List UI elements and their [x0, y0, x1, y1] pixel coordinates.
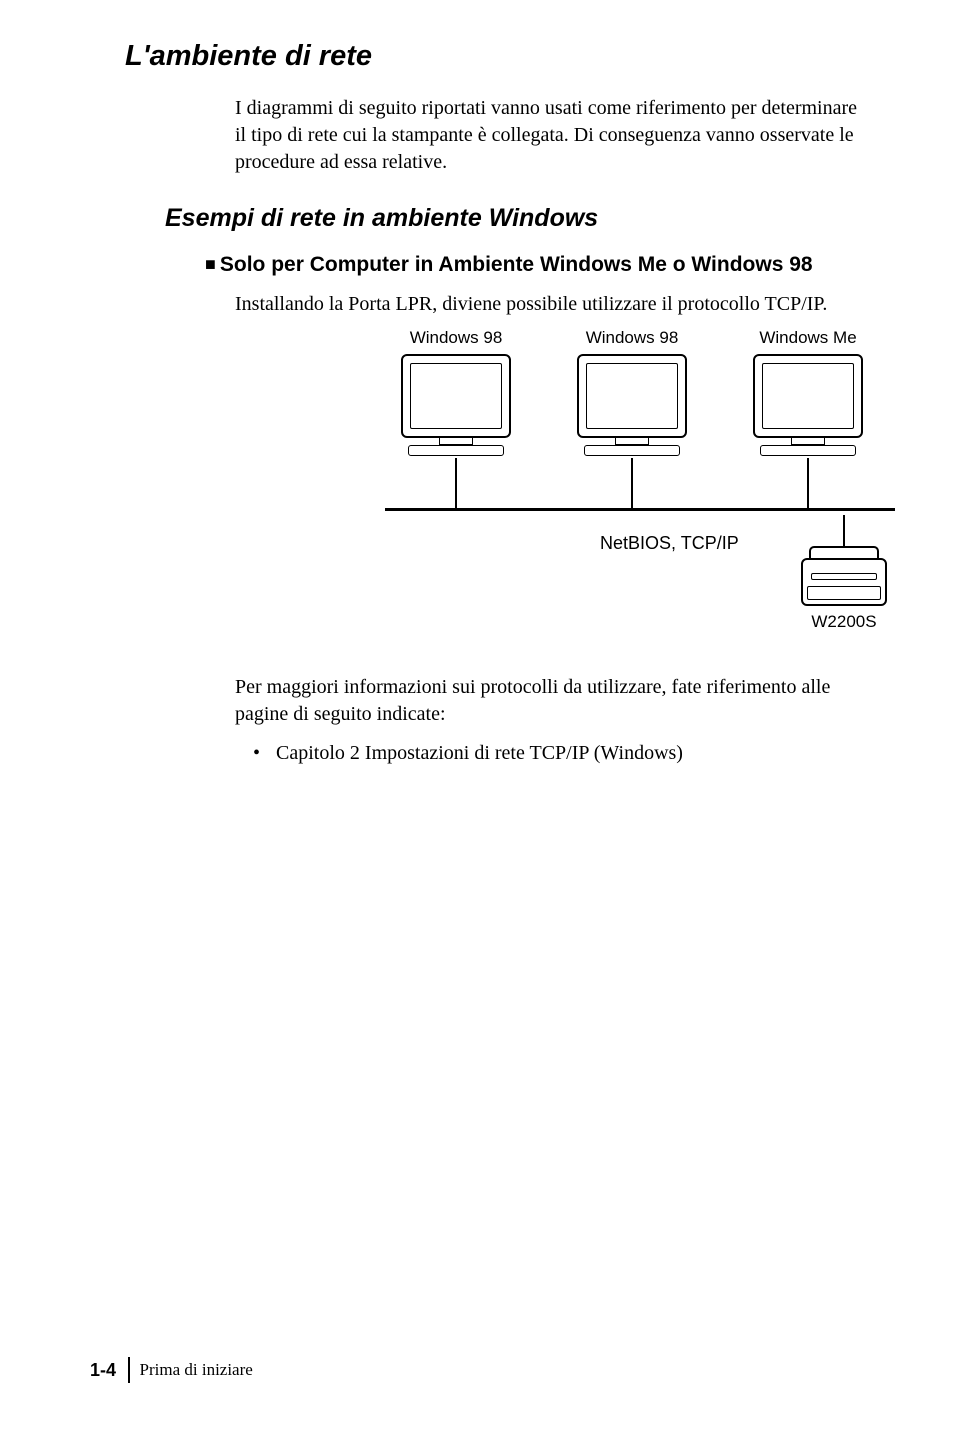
- monitor-stand-base: [584, 445, 680, 456]
- monitor-stand-base: [760, 445, 856, 456]
- pc-unit: Windows Me: [747, 328, 869, 510]
- monitor-stand-neck: [791, 438, 825, 445]
- reference-item: Capitolo 2 Impostazioni di rete TCP/IP (…: [253, 738, 865, 768]
- pc-row: Windows 98 Windows 98 Windows Me: [395, 328, 895, 510]
- pc-label: Windows 98: [410, 328, 503, 348]
- monitor-stand-neck: [439, 438, 473, 445]
- network-protocol-label: NetBIOS, TCP/IP: [600, 533, 739, 554]
- after-diagram-block: Per maggiori informazioni sui protocolli…: [235, 674, 865, 768]
- page-number: 1-4: [90, 1360, 116, 1381]
- reference-list: Capitolo 2 Impostazioni di rete TCP/IP (…: [253, 738, 865, 768]
- page-footer: 1-4 Prima di iniziare: [90, 1357, 253, 1383]
- body-block: Installando la Porta LPR, diviene possib…: [235, 291, 865, 768]
- pc-unit: Windows 98: [571, 328, 693, 510]
- printer-unit: W2200S: [801, 546, 887, 632]
- sub-section-title: Esempi di rete in ambiente Windows: [165, 204, 865, 233]
- monitor-icon: [401, 354, 511, 438]
- body-text-2: Per maggiori informazioni sui protocolli…: [235, 674, 865, 728]
- monitor-icon: [753, 354, 863, 438]
- monitor-stand-base: [408, 445, 504, 456]
- bullet-heading: Solo per Computer in Ambiente Windows Me…: [205, 253, 865, 277]
- monitor-icon: [577, 354, 687, 438]
- pc-label: Windows Me: [759, 328, 856, 348]
- printer-icon: [801, 546, 887, 606]
- network-drop-line: [455, 458, 458, 510]
- section-title: L'ambiente di rete: [125, 40, 865, 73]
- network-diagram: Windows 98 Windows 98 Windows Me: [385, 328, 895, 554]
- footer-chapter: Prima di iniziare: [140, 1360, 253, 1380]
- footer-divider: [128, 1357, 130, 1383]
- printer-label: W2200S: [811, 612, 876, 632]
- network-drop-line: [631, 458, 634, 510]
- body-text-1: Installando la Porta LPR, diviene possib…: [235, 291, 865, 318]
- network-drop-line: [807, 458, 810, 510]
- pc-label: Windows 98: [586, 328, 679, 348]
- intro-block: I diagrammi di seguito riportati vanno u…: [235, 95, 865, 176]
- intro-text: I diagrammi di seguito riportati vanno u…: [235, 95, 865, 176]
- pc-unit: Windows 98: [395, 328, 517, 510]
- monitor-stand-neck: [615, 438, 649, 445]
